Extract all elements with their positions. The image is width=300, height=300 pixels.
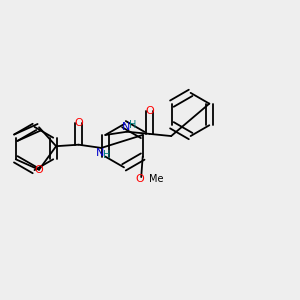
- Text: O: O: [74, 118, 83, 128]
- Text: N: N: [122, 122, 130, 132]
- Text: H: H: [129, 119, 136, 130]
- Text: O: O: [135, 175, 144, 184]
- Text: H: H: [103, 150, 110, 161]
- Text: N: N: [96, 148, 105, 158]
- Text: Me: Me: [149, 175, 163, 184]
- Text: O: O: [145, 106, 154, 116]
- Text: O: O: [35, 165, 44, 175]
